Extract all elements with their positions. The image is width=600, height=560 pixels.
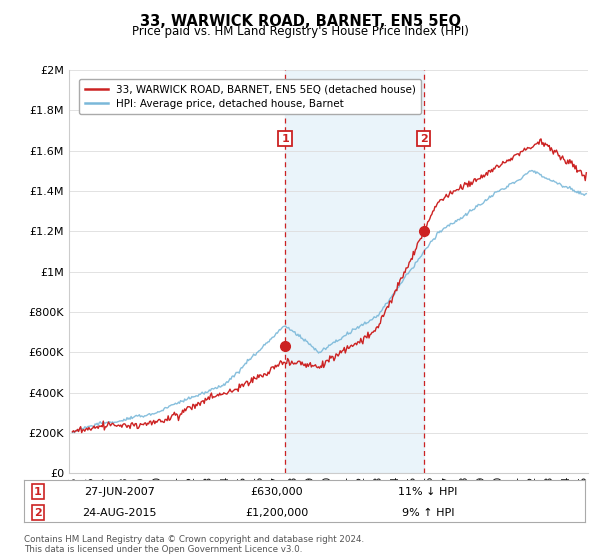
Text: 1: 1: [34, 487, 42, 497]
Text: Price paid vs. HM Land Registry's House Price Index (HPI): Price paid vs. HM Land Registry's House …: [131, 25, 469, 38]
Text: 2: 2: [420, 133, 428, 143]
Text: Contains HM Land Registry data © Crown copyright and database right 2024.
This d: Contains HM Land Registry data © Crown c…: [24, 535, 364, 554]
Text: £1,200,000: £1,200,000: [245, 508, 308, 517]
Text: 11% ↓ HPI: 11% ↓ HPI: [398, 487, 458, 497]
Text: 9% ↑ HPI: 9% ↑ HPI: [401, 508, 454, 517]
Text: £630,000: £630,000: [250, 487, 303, 497]
Text: 2: 2: [34, 508, 42, 517]
Bar: [285, 70, 424, 473]
Text: 33, WARWICK ROAD, BARNET, EN5 5EQ: 33, WARWICK ROAD, BARNET, EN5 5EQ: [139, 14, 461, 29]
Legend: 33, WARWICK ROAD, BARNET, EN5 5EQ (detached house), HPI: Average price, detached: 33, WARWICK ROAD, BARNET, EN5 5EQ (detac…: [79, 80, 421, 114]
Text: 24-AUG-2015: 24-AUG-2015: [82, 508, 157, 517]
Text: 1: 1: [281, 133, 289, 143]
Text: 27-JUN-2007: 27-JUN-2007: [84, 487, 155, 497]
